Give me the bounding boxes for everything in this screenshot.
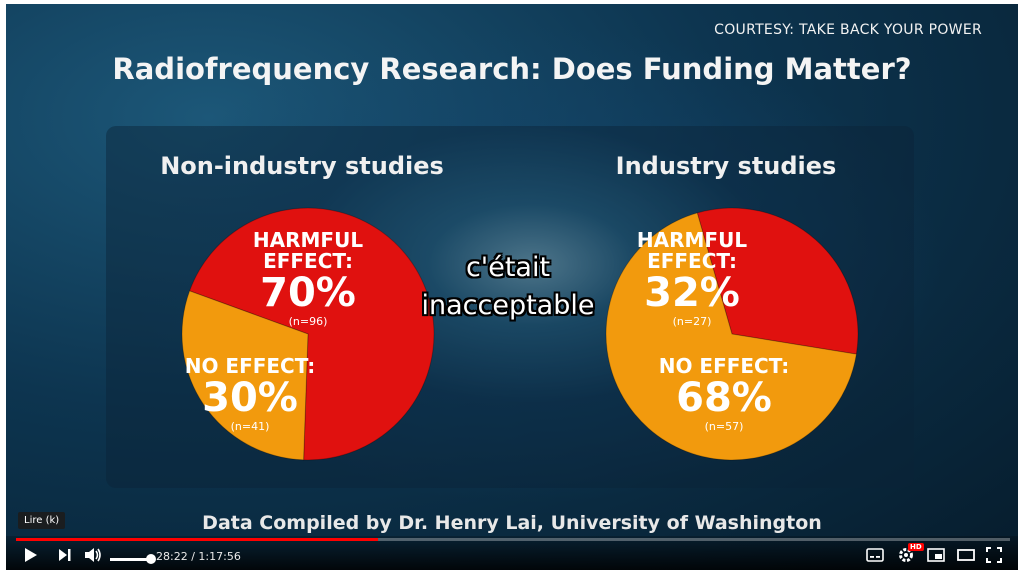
play-tooltip: Lire (k) [18, 512, 66, 529]
slice-percent: 30% [202, 375, 298, 421]
progress-played [16, 538, 378, 541]
volume-handle[interactable] [146, 554, 156, 564]
data-credit: Data Compiled by Dr. Henry Lai, Universi… [202, 512, 822, 534]
subtitles-icon [866, 548, 884, 562]
slice-caption: NO EFFECT: [658, 354, 790, 378]
current-time: 28:22 [156, 550, 188, 563]
pie-title-industry: Industry studies [615, 152, 837, 180]
duration: 1:17:56 [198, 550, 241, 563]
slice-label-harmful-right: HARMFUL EFFECT: 32% (n=27) [622, 230, 762, 328]
time-separator: / [187, 550, 199, 563]
time-display: 28:22 / 1:17:56 [156, 550, 241, 563]
settings-button[interactable]: HD [894, 543, 924, 565]
mute-button[interactable] [82, 545, 104, 565]
subtitle-line: c'était [465, 252, 551, 283]
slide-title: Radiofrequency Research: Does Funding Ma… [112, 52, 912, 86]
slice-percent: 32% [644, 270, 740, 316]
video-frame[interactable] [6, 4, 1018, 570]
slice-caption: NO EFFECT: [184, 354, 316, 378]
subtitle-line: inacceptable [421, 290, 595, 321]
pie-slice-harmful-industry [696, 207, 859, 355]
pie-slice-no-effect-non-industry [181, 290, 309, 461]
slice-percent: 70% [260, 270, 356, 316]
slice-caption: HARMFUL EFFECT: [252, 228, 364, 273]
settings-icon [899, 548, 913, 562]
pie-charts [181, 207, 859, 461]
pie-title-non-industry: Non-industry studies [160, 152, 444, 180]
slice-count: (n=41) [230, 420, 270, 433]
theater-mode-button[interactable] [954, 545, 978, 565]
courtesy-caption: COURTESY: TAKE BACK YOUR POWER [714, 22, 982, 38]
miniplayer-icon [927, 548, 945, 562]
fullscreen-icon [986, 547, 1002, 563]
slice-label-harmful-left: HARMFUL EFFECT: 70% (n=96) [238, 230, 378, 328]
miniplayer-button[interactable] [924, 545, 948, 565]
subtitle-caption: c'était inacceptable [398, 249, 618, 325]
slice-count: (n=57) [704, 420, 744, 433]
fullscreen-button[interactable] [982, 545, 1006, 565]
subtitles-button[interactable] [864, 545, 886, 565]
play-button[interactable] [20, 545, 42, 565]
next-icon [59, 549, 71, 561]
slice-label-noeffect-right: NO EFFECT: 68% (n=57) [644, 356, 804, 433]
hd-badge: HD [908, 543, 924, 551]
slice-percent: 68% [676, 375, 772, 421]
pie-slice-no-effect-industry [605, 212, 857, 461]
next-button[interactable] [54, 545, 76, 565]
slice-count: (n=27) [672, 315, 712, 328]
progress-bar[interactable] [16, 538, 1010, 541]
slice-count: (n=96) [288, 315, 328, 328]
volume-icon [85, 548, 101, 562]
volume-slider[interactable] [110, 558, 150, 561]
play-icon [25, 548, 37, 562]
theater-icon [957, 549, 975, 561]
pie-slice-harmful-non-industry [188, 207, 435, 461]
video-player[interactable]: COURTESY: TAKE BACK YOUR POWER Radiofreq… [6, 4, 1018, 570]
slice-caption: HARMFUL EFFECT: [636, 228, 748, 273]
slice-label-noeffect-left: NO EFFECT: 30% (n=41) [180, 356, 320, 433]
control-bar [6, 536, 1018, 570]
